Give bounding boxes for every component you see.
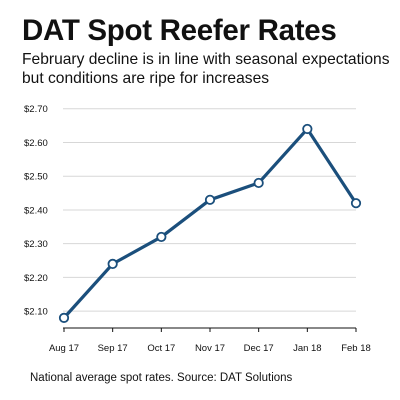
source-footnote: National average spot rates. Source: DAT… [30, 372, 293, 384]
data-point [350, 198, 362, 209]
y-tick-label: $2.70 [24, 104, 48, 115]
y-tick-label: $2.10 [24, 307, 48, 318]
data-point [156, 231, 167, 243]
series-line [62, 127, 358, 320]
data-point [58, 312, 70, 323]
x-tick-label: Aug 17 [49, 343, 79, 354]
y-tick-label: $2.60 [24, 138, 48, 149]
data-point [204, 194, 216, 205]
y-tick-label: $2.50 [24, 172, 48, 183]
x-tick-label: Sep 17 [98, 343, 128, 354]
x-tick-label: Jan 18 [293, 343, 322, 354]
x-tick-label: Oct 17 [147, 343, 175, 354]
chart-title: DAT Spot Reefer Rates [22, 14, 337, 47]
y-tick-label: $2.30 [24, 239, 48, 250]
y-tick-label: $2.20 [24, 273, 48, 284]
x-tick-label: Nov 17 [195, 343, 225, 354]
data-point [302, 123, 313, 135]
y-tick-label: $2.40 [24, 205, 48, 216]
data-point [107, 258, 118, 270]
chart-subtitle: February decline is in line with seasona… [22, 51, 390, 87]
x-tick-label: Feb 18 [341, 343, 371, 354]
x-tick-label: Dec 17 [244, 343, 274, 354]
data-point [253, 177, 264, 189]
